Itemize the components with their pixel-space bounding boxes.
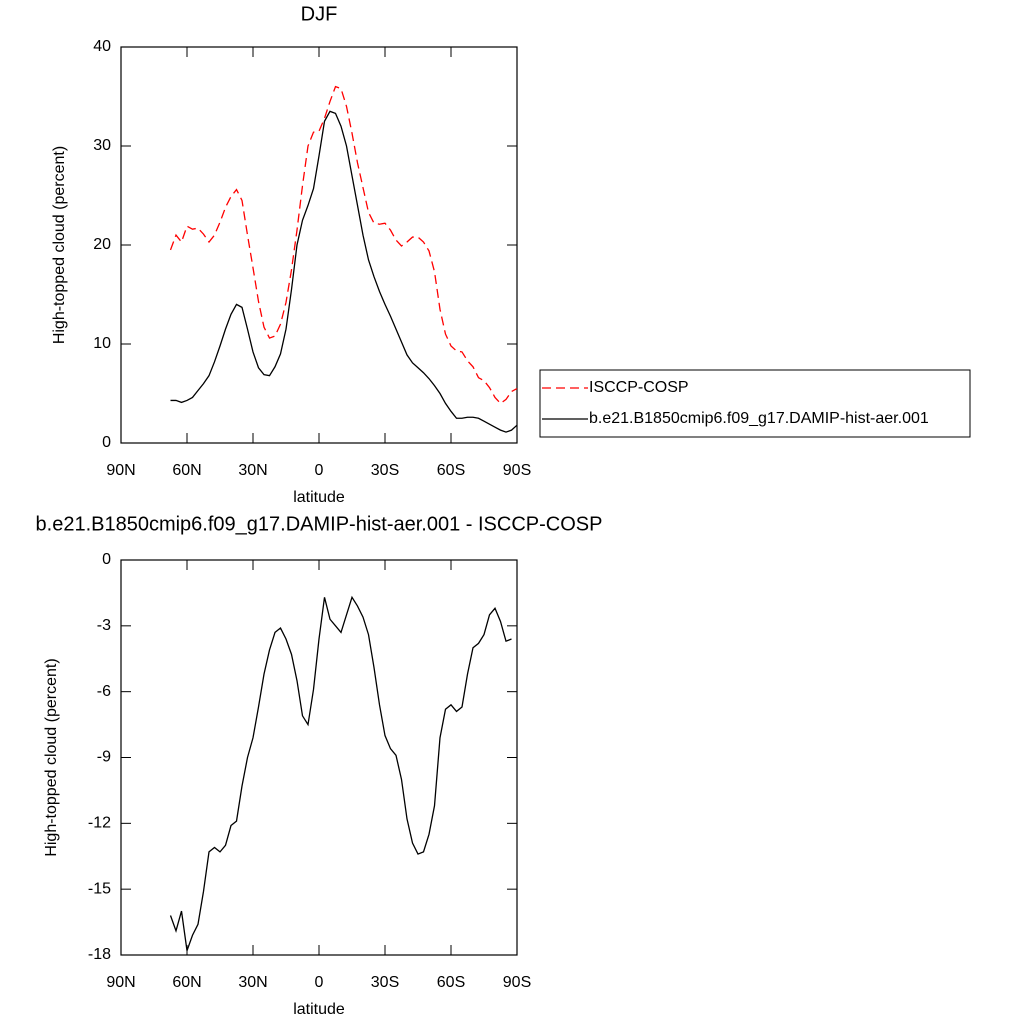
x-tick-label: 90N — [106, 462, 135, 479]
y-tick-label: -18 — [88, 946, 111, 963]
y-tick-label: -15 — [88, 880, 111, 897]
y-tick-label: 40 — [93, 38, 111, 55]
x-tick-label: 30S — [371, 974, 399, 991]
y-axis-label: High-topped cloud (percent) — [43, 658, 60, 856]
x-tick-label: 90N — [106, 974, 135, 991]
x-tick-label: 90S — [503, 974, 531, 991]
y-tick-label: 0 — [102, 551, 111, 568]
chart-title: DJF — [301, 3, 338, 25]
x-tick-label: 90S — [503, 462, 531, 479]
chart-title: b.e21.B1850cmip6.f09_g17.DAMIP-hist-aer.… — [36, 513, 603, 535]
x-axis-label: latitude — [293, 489, 345, 506]
plot-frame — [120, 46, 518, 444]
data-line — [169, 595, 512, 951]
y-tick-label: 30 — [93, 137, 111, 154]
y-tick-label: -12 — [88, 815, 111, 832]
y-tick-label: -9 — [97, 749, 111, 766]
data-line — [170, 110, 518, 433]
x-tick-label: 60S — [437, 462, 465, 479]
legend-label: ISCCP-COSP — [589, 379, 689, 396]
x-tick-label: 30S — [371, 462, 399, 479]
x-tick-label: 30N — [238, 462, 267, 479]
x-tick-label: 30N — [238, 974, 267, 991]
plot-frame — [120, 559, 518, 956]
x-tick-label: 60N — [172, 462, 201, 479]
legend-box — [539, 369, 971, 438]
x-tick-label: 60N — [172, 974, 201, 991]
x-tick-label: 0 — [315, 974, 324, 991]
legend-label: b.e21.B1850cmip6.f09_g17.DAMIP-hist-aer.… — [589, 410, 929, 427]
y-tick-label: -6 — [97, 683, 111, 700]
y-tick-label: 10 — [93, 335, 111, 352]
x-tick-label: 0 — [315, 462, 324, 479]
y-tick-label: 20 — [93, 236, 111, 253]
x-axis-label: latitude — [293, 1001, 345, 1018]
y-axis-label: High-topped cloud (percent) — [51, 146, 68, 344]
data-line — [169, 85, 518, 405]
y-tick-label: -3 — [97, 617, 111, 634]
x-tick-label: 60S — [437, 974, 465, 991]
y-tick-label: 0 — [102, 434, 111, 451]
